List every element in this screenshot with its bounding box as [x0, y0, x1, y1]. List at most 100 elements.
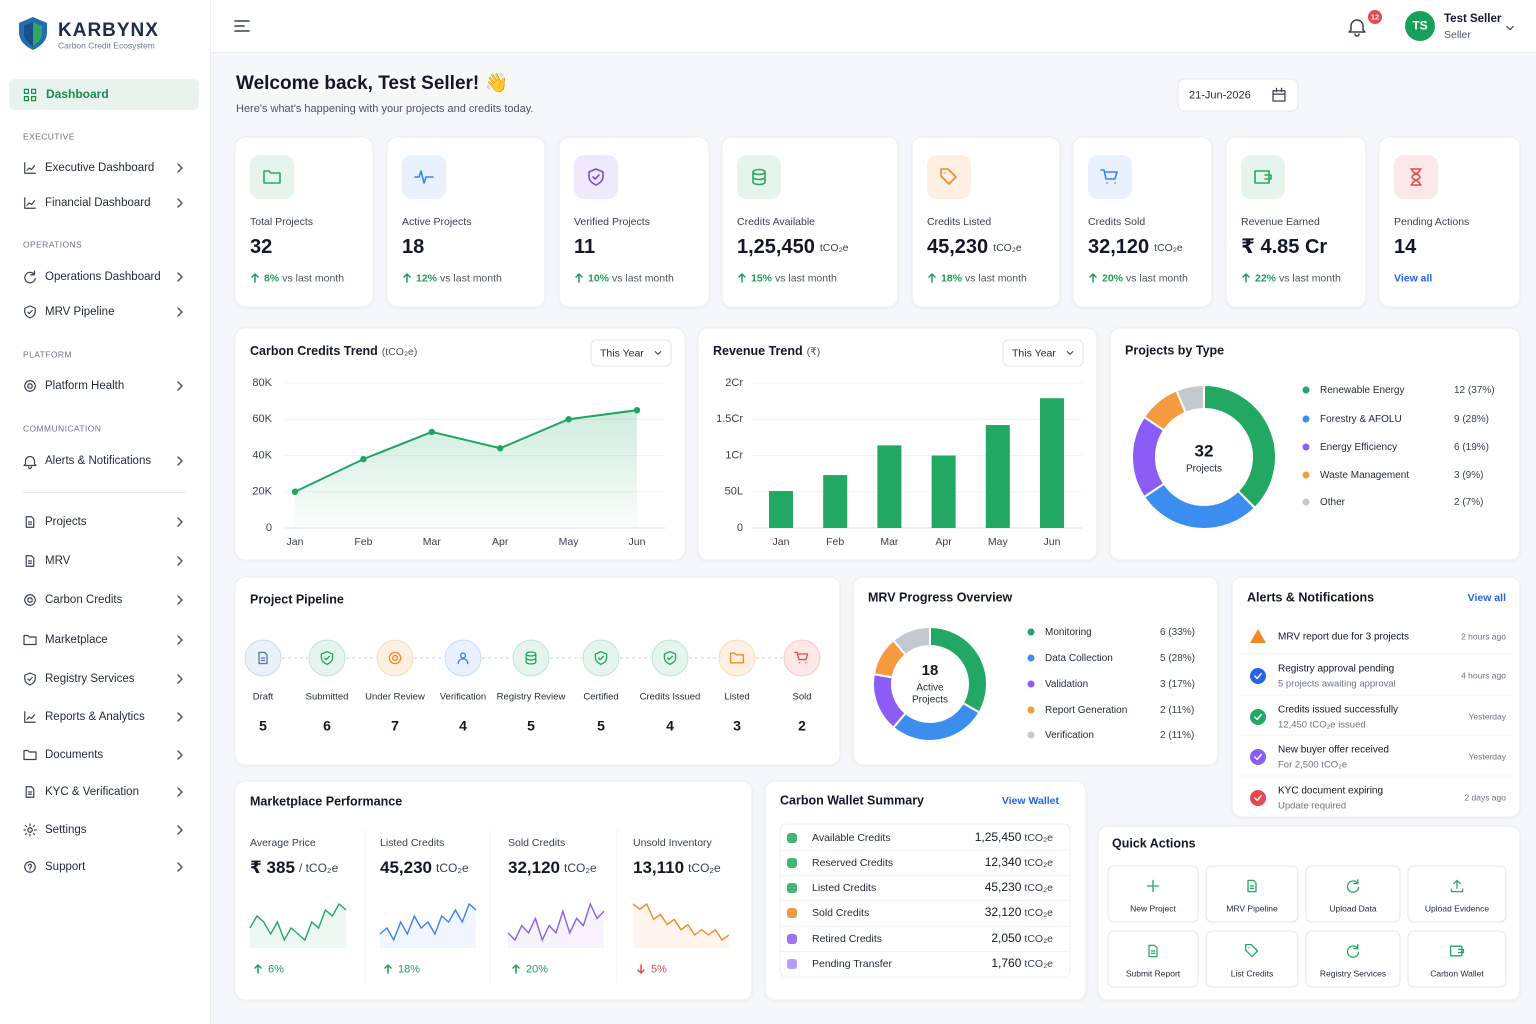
quick-action[interactable]: [1305, 865, 1401, 923]
period-select[interactable]: [590, 339, 672, 367]
nav-item[interactable]: Alerts & Notifications: [45, 455, 151, 467]
alert-time: 2 days ago: [1464, 792, 1506, 802]
legend-value: 9 (28%): [1454, 414, 1489, 425]
area-fill: [295, 410, 637, 528]
quick-action-label[interactable]: MRV Pipeline: [1226, 903, 1278, 913]
quick-action[interactable]: [1305, 930, 1401, 988]
icon: [263, 170, 281, 184]
nav-item[interactable]: Executive Dashboard: [45, 162, 154, 174]
date-picker[interactable]: [1177, 78, 1299, 112]
nav-item[interactable]: MRV Pipeline: [45, 306, 114, 318]
kpi-label: Verified Projects: [574, 216, 650, 228]
quick-action-label[interactable]: New Project: [1130, 903, 1176, 913]
legend-value: 6 (33%): [1160, 627, 1195, 638]
nav-item[interactable]: Projects: [45, 516, 87, 528]
icon: [177, 307, 183, 317]
nav-item[interactable]: Settings: [45, 824, 87, 836]
nav-item[interactable]: Financial Dashboard: [45, 197, 150, 209]
legend-dot: [1027, 731, 1035, 739]
nav-active[interactable]: [9, 79, 199, 110]
alert-icon: [1250, 629, 1266, 643]
nav-item[interactable]: Carbon Credits: [45, 594, 123, 606]
x-tick-label: Jun: [629, 536, 646, 548]
wallet-label: Available Credits: [812, 832, 891, 844]
kpi-change-note: vs last month: [440, 272, 502, 284]
x-tick-label: May: [559, 536, 580, 548]
page-subtitle: Here's what's happening with your projec…: [236, 103, 534, 115]
nav-item[interactable]: Platform Health: [45, 380, 124, 392]
icon: [177, 556, 183, 566]
sparkline: [632, 902, 730, 942]
bar: [931, 455, 956, 528]
quick-action[interactable]: [1205, 930, 1299, 988]
quick-action-label[interactable]: Submit Report: [1126, 968, 1181, 978]
period-select[interactable]: [1002, 339, 1084, 367]
quick-action-label[interactable]: Upload Data: [1329, 903, 1377, 913]
icon: [177, 163, 183, 173]
nav-item[interactable]: Registry Services: [45, 673, 135, 685]
stage-count: 5: [597, 718, 605, 734]
icon[interactable]: [1348, 19, 1366, 37]
icon: [1242, 273, 1250, 283]
kpi-value: 32,120 tCO₂e: [1088, 236, 1183, 258]
icon: [254, 964, 262, 974]
quick-action-label[interactable]: Carbon Wallet: [1430, 968, 1484, 978]
icon: [23, 823, 37, 837]
nav-item[interactable]: MRV: [45, 555, 71, 567]
quick-action-label[interactable]: List Credits: [1231, 968, 1274, 978]
section-title: Alerts & Notifications: [1247, 590, 1374, 604]
kpi-label: Credits Sold: [1088, 216, 1145, 228]
sparkline-area: [508, 904, 604, 948]
nav-item[interactable]: KYC & Verification: [45, 786, 139, 798]
wallet-unit: tCO₂e: [1024, 857, 1053, 869]
wallet-link[interactable]: View Wallet: [1002, 795, 1060, 807]
icon: [24, 672, 36, 686]
wallet-value-text: 45,230: [985, 880, 1022, 894]
stage-count: 3: [733, 718, 741, 734]
stage-icon-bg: [376, 639, 414, 677]
chart-title-text: Revenue Trend: [713, 344, 803, 358]
quick-action-label[interactable]: Upload Evidence: [1425, 903, 1490, 913]
nav-item[interactable]: Documents: [45, 749, 103, 761]
quick-action[interactable]: [1107, 865, 1199, 923]
nav-item[interactable]: Dashboard: [46, 87, 109, 101]
alerts-link[interactable]: View all: [1468, 592, 1506, 604]
wallet-value-text: 2,050: [991, 931, 1021, 945]
chart-title: Carbon Credits Trend (tCO₂e): [250, 344, 417, 358]
icon: [1449, 945, 1465, 957]
icon: [24, 162, 36, 174]
legend-label: Energy Efficiency: [1320, 442, 1397, 453]
nav-item[interactable]: Reports & Analytics: [45, 711, 145, 723]
quick-action-label[interactable]: Registry Services: [1320, 968, 1386, 978]
nav-item[interactable]: Support: [45, 861, 86, 873]
icon: [177, 595, 183, 605]
y-tick-label: 50L: [725, 486, 743, 498]
kpi-change-note: vs last month: [282, 272, 344, 284]
wallet-label: Reserved Credits: [812, 857, 893, 869]
icon: [1066, 351, 1074, 355]
icon[interactable]: [234, 20, 250, 32]
avatar[interactable]: [1405, 11, 1435, 41]
nav-item[interactable]: Operations Dashboard: [45, 271, 161, 283]
wallet-label: Retired Credits: [812, 933, 882, 945]
kpi-label: Credits Listed: [927, 216, 991, 228]
wallet-label: Listed Credits: [812, 882, 876, 894]
quick-action[interactable]: [1205, 865, 1299, 923]
kpi-link[interactable]: View all: [1394, 272, 1432, 284]
stage-count: 4: [459, 718, 467, 734]
legend-dot: [1302, 415, 1310, 423]
x-tick-label: Mar: [423, 536, 442, 548]
alert-title: Credits issued successfully: [1278, 705, 1398, 716]
kpi-unit: tCO₂e: [993, 242, 1022, 254]
nav-item[interactable]: Marketplace: [45, 634, 108, 646]
stage-name: Submitted: [306, 692, 349, 703]
metric-unit: tCO₂e: [564, 861, 597, 875]
quick-action[interactable]: [1407, 930, 1507, 988]
line: [294, 409, 638, 493]
nav-section-title: EXECUTIVE: [23, 131, 75, 141]
alert-icon: [1250, 790, 1266, 806]
quick-action[interactable]: [1407, 865, 1507, 923]
quick-action[interactable]: [1107, 930, 1199, 988]
point: [428, 428, 435, 436]
